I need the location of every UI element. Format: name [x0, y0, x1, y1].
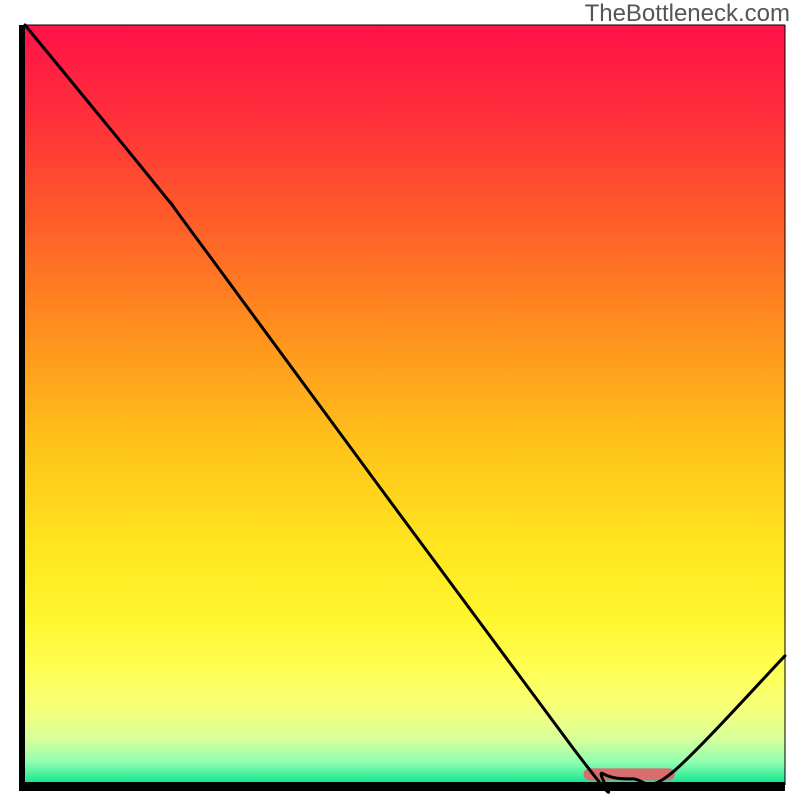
bottleneck-chart — [0, 0, 800, 800]
axis-left — [19, 25, 25, 791]
axis-bottom — [19, 785, 785, 791]
plot-stage: TheBottleneck.com — [0, 0, 800, 800]
gradient-background — [25, 25, 785, 785]
